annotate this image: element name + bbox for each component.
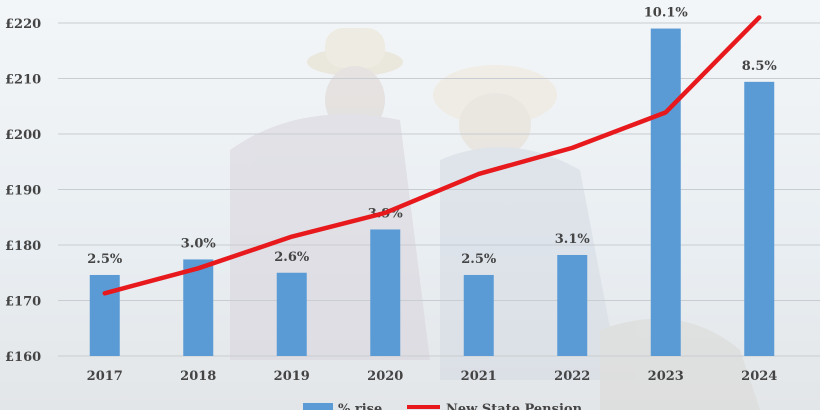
bar-data-label: 3.0% bbox=[181, 236, 217, 251]
legend: % rise New State Pension bbox=[303, 402, 583, 410]
x-tick-label: 2020 bbox=[367, 369, 403, 384]
x-tick-label: 2021 bbox=[461, 369, 497, 384]
bar bbox=[650, 28, 681, 357]
bar-data-label: 10.1% bbox=[644, 6, 689, 21]
y-tick-label: £220 bbox=[5, 17, 41, 32]
bar-data-label: 3.1% bbox=[555, 232, 591, 247]
bar bbox=[463, 274, 494, 356]
bar-data-label: 2.5% bbox=[461, 252, 497, 267]
y-tick-label: £200 bbox=[5, 128, 41, 143]
x-tick-label: 2019 bbox=[274, 369, 310, 384]
x-tick-label: 2022 bbox=[554, 369, 590, 384]
y-tick-label: £170 bbox=[5, 295, 41, 310]
line-series bbox=[102, 15, 762, 296]
x-tick-label: 2017 bbox=[87, 369, 123, 384]
x-tick-label: 2018 bbox=[180, 369, 216, 384]
bar bbox=[370, 229, 401, 356]
legend-swatch-bar bbox=[303, 403, 333, 410]
legend-label-bar: % rise bbox=[338, 402, 382, 410]
y-tick-label: £210 bbox=[5, 73, 41, 88]
y-tick-label: £190 bbox=[5, 184, 41, 199]
bar-data-label: 2.6% bbox=[274, 250, 310, 265]
bar-series bbox=[89, 28, 775, 357]
y-tick-label: £180 bbox=[5, 239, 41, 254]
bar-data-label: 8.5% bbox=[742, 59, 778, 74]
bar bbox=[183, 259, 214, 356]
pension-line bbox=[102, 15, 762, 296]
bar bbox=[557, 254, 588, 356]
y-axis: £160 £170 £180 £190 £200 £210 £220 bbox=[5, 17, 41, 365]
x-tick-label: 2024 bbox=[741, 369, 777, 384]
bar-data-labels: 2.5%3.0%2.6%3.9%2.5%3.1%10.1%8.5% bbox=[87, 6, 777, 267]
bar-data-label: 2.5% bbox=[87, 252, 123, 267]
legend-label-line: New State Pension bbox=[446, 402, 583, 410]
x-tick-label: 2023 bbox=[648, 369, 684, 384]
bar bbox=[276, 272, 307, 356]
bar bbox=[744, 81, 775, 356]
y-tick-label: £160 bbox=[5, 350, 41, 365]
bar bbox=[89, 274, 120, 356]
x-axis: 2017 2018 2019 2020 2021 2022 2023 2024 bbox=[87, 369, 778, 384]
